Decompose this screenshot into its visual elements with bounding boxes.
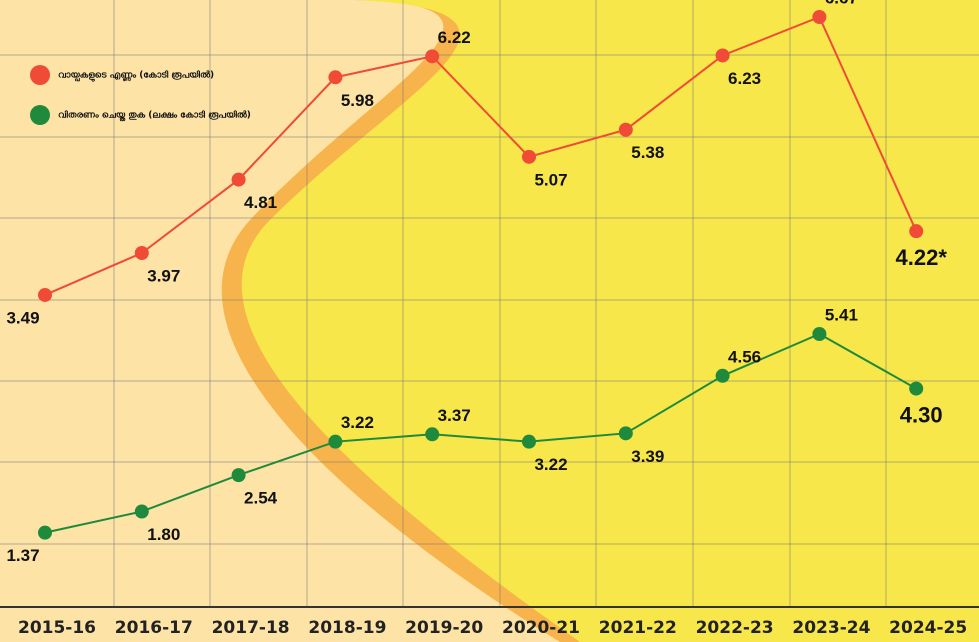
data-point (38, 526, 52, 540)
value-label: 1.37 (6, 546, 39, 565)
value-label: 4.81 (244, 193, 277, 212)
value-label: 6.67 (825, 0, 858, 7)
data-point (425, 427, 439, 441)
value-label: 4.56 (728, 347, 761, 366)
data-point (135, 505, 149, 519)
page: {"chart_data": {"type": "line", "categor… (0, 0, 979, 642)
value-label: 3.22 (534, 455, 567, 474)
data-point (909, 224, 923, 238)
x-tick-label: 2024-25 (889, 618, 967, 638)
data-point (716, 48, 730, 62)
value-label: 3.49 (6, 308, 39, 327)
data-point (522, 435, 536, 449)
value-label: 5.98 (341, 91, 374, 110)
value-label: 3.97 (147, 266, 180, 285)
value-label: 5.41 (825, 305, 858, 324)
data-point (135, 246, 149, 260)
data-point (232, 468, 246, 482)
data-point (522, 150, 536, 164)
data-point (328, 435, 342, 449)
x-tick-label: 2023-24 (792, 618, 870, 638)
value-label: 3.37 (438, 406, 471, 425)
value-label: 4.22* (896, 245, 948, 270)
legend-marker (30, 105, 50, 125)
x-tick-label: 2017-18 (212, 618, 290, 638)
x-tick-label: 2018-19 (308, 618, 386, 638)
value-label: 6.23 (728, 69, 761, 88)
data-point (232, 173, 246, 187)
x-tick-label: 2021-22 (599, 618, 677, 638)
chart: 2015-16 2016-17 2017-18 2018-19 2019-20 2020-… (0, 0, 979, 642)
legend-marker (30, 65, 50, 85)
value-label: 3.22 (341, 413, 374, 432)
data-point (619, 426, 633, 440)
x-tick-label: 2022-23 (696, 618, 774, 638)
data-point (812, 10, 826, 24)
value-label: 2.54 (244, 489, 278, 508)
data-point (812, 327, 826, 341)
value-label: 5.07 (534, 170, 567, 189)
value-label: 6.22 (438, 28, 471, 47)
x-tick-label: 2019-20 (405, 618, 483, 638)
x-tick-label: 2015-16 (18, 618, 96, 638)
data-point (328, 70, 342, 84)
data-point (716, 369, 730, 383)
x-tick-label: 2020-21 (502, 618, 580, 638)
value-label: 3.39 (631, 447, 664, 466)
value-label: 4.30 (900, 402, 943, 427)
data-point (425, 49, 439, 63)
value-label: 5.38 (631, 143, 664, 162)
x-tick-label: 2016-17 (115, 618, 193, 638)
legend-label: വിതരണം ചെയ്ത തുക (ലക്ഷം കോടി രൂപയിൽ) (58, 109, 251, 122)
data-point (619, 123, 633, 137)
data-point (38, 288, 52, 302)
value-label: 1.80 (147, 525, 180, 544)
data-point (909, 382, 923, 396)
